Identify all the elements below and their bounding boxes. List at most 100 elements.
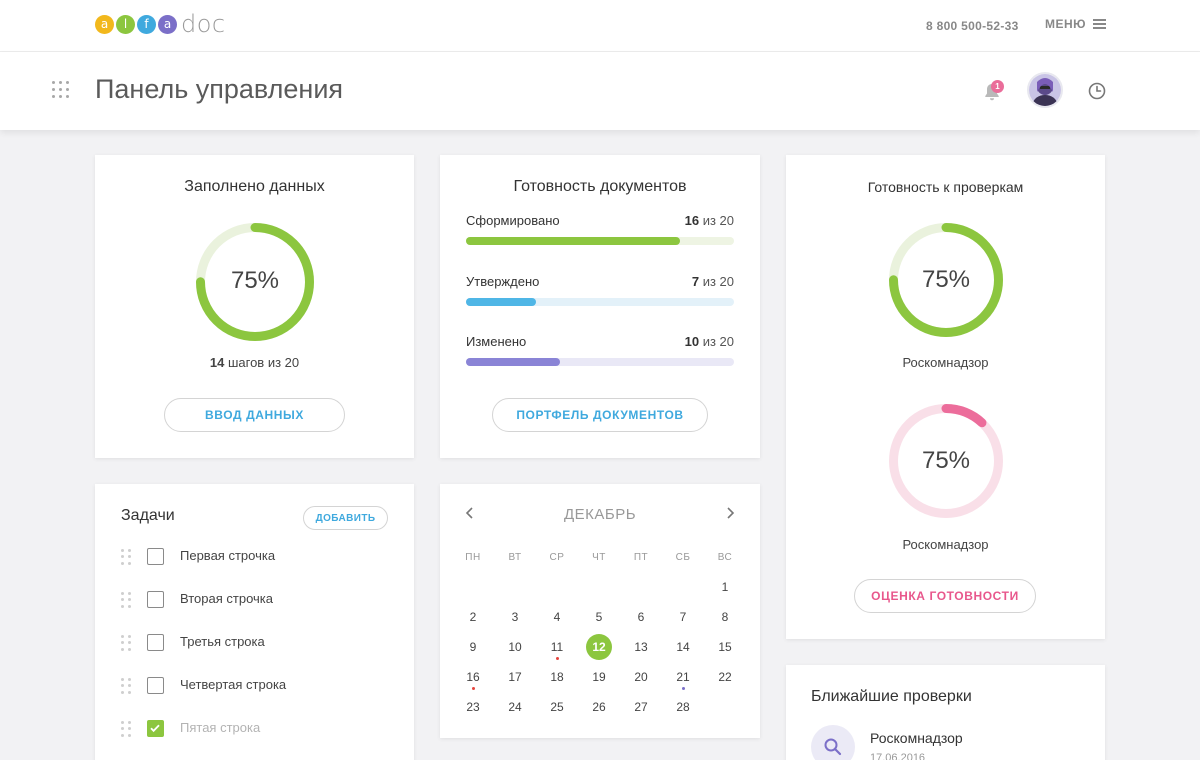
task-checkbox[interactable] [147, 677, 164, 694]
task-checkbox[interactable] [147, 548, 164, 565]
prev-month-chevron-icon[interactable] [463, 506, 477, 520]
calendar-day[interactable]: 16 [452, 664, 494, 690]
task-item[interactable]: Четвертая строка [95, 674, 415, 698]
check-progress-ring [889, 223, 1003, 337]
phone-number[interactable]: 8 800 500-52-33 [926, 19, 1019, 33]
task-item[interactable]: Пятая строка [95, 717, 415, 741]
docs-progress-bar [466, 237, 734, 245]
logo-letter-l: l [116, 14, 135, 34]
tasks-title: Задачи [121, 507, 175, 524]
readiness-assessment-button[interactable]: ОЦЕНКА ГОТОВНОСТИ [854, 579, 1036, 613]
docs-row-count: 7 из 20 [692, 274, 734, 289]
filled-steps-text: шагов из 20 [227, 355, 300, 370]
calendar-day[interactable]: 9 [469, 640, 477, 654]
upcoming-title: Ближайшие проверки [811, 688, 972, 705]
task-checkbox[interactable] [147, 634, 164, 651]
task-item[interactable]: Третья строка [95, 631, 415, 655]
upcoming-checks-card: Ближайшие проверки Роскомнадзор 17.06.20… [786, 665, 1105, 760]
task-item[interactable]: Вторая строчка [95, 588, 415, 612]
check-percent: 75% [921, 266, 971, 293]
history-clock-icon[interactable] [1087, 81, 1107, 101]
calendar-day[interactable]: 11 [536, 634, 578, 660]
filled-data-card: Заполнено данных 75% 14 шагов из 20 ВВОД… [95, 155, 414, 458]
task-text: Пятая строка [180, 720, 261, 735]
calendar-day[interactable]: 27 [634, 700, 648, 714]
docs-row-label: Сформировано [466, 213, 560, 228]
ring-progress-arc [889, 223, 1003, 337]
event-dot [472, 687, 475, 690]
alfadoc-logo[interactable]: a l f a doc [95, 12, 226, 36]
weekday-label: СБ [675, 552, 691, 563]
docs-row-count: 10 из 20 [685, 334, 734, 349]
calendar-day[interactable]: 14 [676, 640, 690, 654]
calendar-day[interactable]: 18 [550, 670, 564, 684]
calendar-day[interactable]: 21 [662, 664, 704, 690]
calendar-day[interactable]: 20 [634, 670, 648, 684]
search-icon [824, 738, 842, 756]
docs-row-done: 7 [691, 274, 700, 289]
calendar-day[interactable]: 15 [718, 640, 732, 654]
checks-title: Готовность к проверкам [867, 179, 1024, 195]
task-checkbox[interactable] [147, 591, 164, 608]
check-progress-ring [889, 404, 1003, 518]
next-month-chevron-icon[interactable] [723, 506, 737, 520]
weekday-label: СР [549, 552, 565, 563]
logo-letter-a2: a [158, 14, 177, 34]
calendar-day[interactable]: 6 [637, 610, 645, 624]
calendar-day[interactable]: 25 [550, 700, 564, 714]
calendar-day[interactable]: 26 [592, 700, 606, 714]
drag-handle-icon[interactable] [121, 592, 131, 608]
task-checkbox-checked[interactable] [147, 720, 164, 737]
calendar-day[interactable]: 13 [634, 640, 648, 654]
task-text: Первая строчка [180, 548, 276, 563]
drag-handle-icon[interactable] [121, 721, 131, 737]
calendar-day[interactable]: 17 [508, 670, 522, 684]
task-text: Четвертая строка [180, 677, 287, 692]
calendar-day[interactable]: 7 [679, 610, 687, 624]
docs-progress-bar [466, 358, 734, 366]
calendar-day[interactable]: 3 [511, 610, 519, 624]
calendar-day[interactable]: 23 [466, 700, 480, 714]
enter-data-button[interactable]: ВВОД ДАННЫХ [164, 398, 345, 432]
add-task-button[interactable]: ДОБАВИТЬ [303, 506, 388, 530]
weekday-label: ВС [717, 552, 733, 563]
calendar-day[interactable]: 1 [721, 580, 729, 594]
apps-grid-icon[interactable] [52, 81, 69, 98]
notification-badge: 1 [991, 80, 1004, 93]
drag-handle-icon[interactable] [121, 549, 131, 565]
menu-label: МЕНЮ [1045, 17, 1087, 31]
task-text: Вторая строчка [180, 591, 273, 606]
upcoming-item-date: 17.06.2016 [870, 752, 926, 760]
filled-progress-ring [196, 223, 314, 341]
drag-handle-icon[interactable] [121, 635, 131, 651]
drag-handle-icon[interactable] [121, 678, 131, 694]
top-bar: a l f a doc 8 800 500-52-33 МЕНЮ [0, 0, 1200, 52]
upcoming-item-name[interactable]: Роскомнадзор [870, 730, 963, 746]
docs-row-label: Изменено [466, 334, 527, 349]
calendar-day[interactable]: 28 [676, 700, 690, 714]
calendar-day[interactable]: 8 [721, 610, 729, 624]
upcoming-item-icon-bg [811, 725, 855, 760]
documents-portfolio-button[interactable]: ПОРТФЕЛЬ ДОКУМЕНТОВ [492, 398, 708, 432]
task-item[interactable]: Первая строчка [95, 545, 415, 569]
check-label: Роскомнадзор [902, 355, 989, 370]
calendar-day[interactable]: 22 [718, 670, 732, 684]
event-dot [556, 657, 559, 660]
avatar[interactable] [1027, 72, 1063, 108]
calendar-day-today[interactable]: 12 [578, 634, 620, 660]
logo-letter-f: f [137, 14, 156, 34]
logo-word: doc [181, 10, 226, 38]
calendar-day[interactable]: 24 [508, 700, 522, 714]
docs-row-of: из 20 [702, 213, 734, 228]
menu-button[interactable]: МЕНЮ [1045, 17, 1107, 31]
calendar-day[interactable]: 19 [592, 670, 606, 684]
filled-steps-done: 14 [209, 355, 225, 370]
calendar-day[interactable]: 4 [553, 610, 561, 624]
calendar-day[interactable]: 10 [508, 640, 522, 654]
tasks-card: Задачи ДОБАВИТЬ Первая строчка Вторая ст… [95, 484, 414, 760]
checks-readiness-card: Готовность к проверкам 75% Роскомнадзор … [786, 155, 1105, 639]
calendar-day[interactable]: 2 [469, 610, 477, 624]
weekday-label: ЧТ [592, 552, 606, 563]
filled-steps: 14 шагов из 20 [95, 355, 414, 370]
calendar-day[interactable]: 5 [595, 610, 603, 624]
